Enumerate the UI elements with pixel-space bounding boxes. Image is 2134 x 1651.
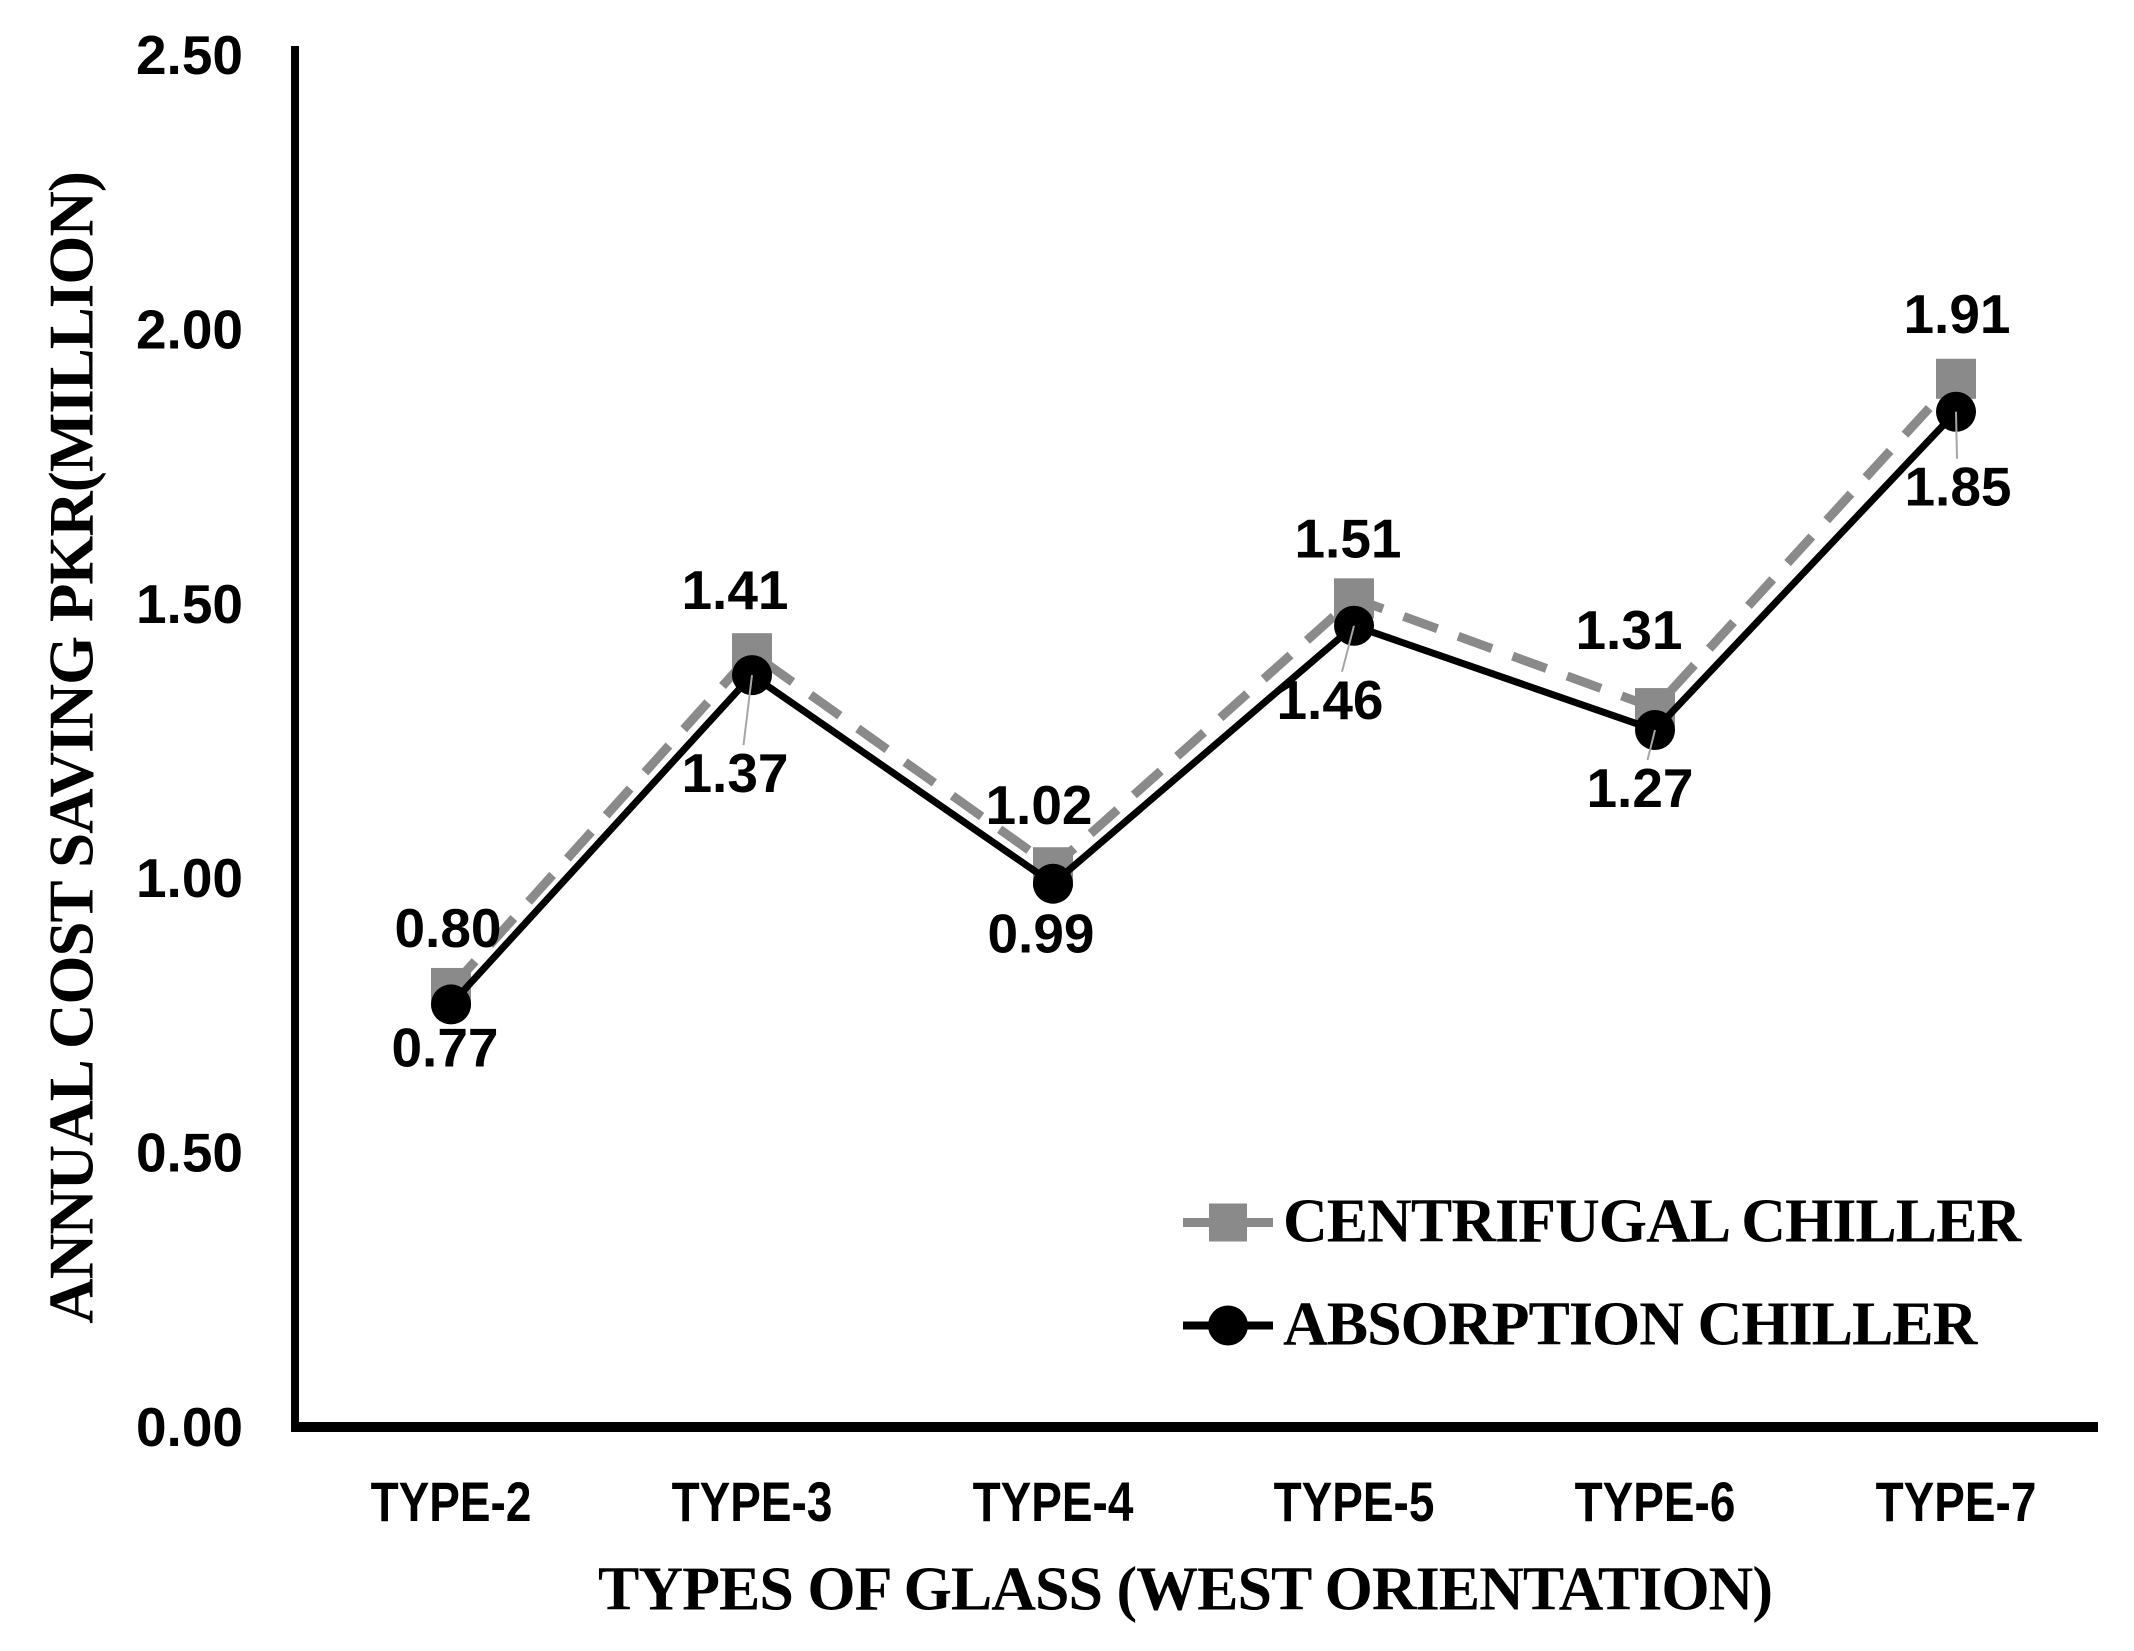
data-point-label: 1.51 — [1294, 507, 1401, 569]
data-point-label: 1.27 — [1586, 757, 1693, 819]
data-point-label: 0.99 — [987, 903, 1094, 965]
data-point-label: 1.37 — [681, 742, 788, 804]
x-tick-label: TYPE-3 — [672, 1471, 833, 1533]
x-tick-label: TYPE-2 — [371, 1471, 532, 1533]
data-point-label: 1.02 — [985, 774, 1092, 836]
label-leader-line — [1955, 411, 1958, 459]
x-tick-label: TYPE-4 — [973, 1471, 1134, 1533]
data-point-label: 0.77 — [391, 1016, 498, 1078]
absorption-point-marker — [431, 984, 471, 1025]
absorption-line — [448, 409, 1959, 1007]
y-tick-label: 1.50 — [136, 573, 243, 635]
data-point-label: 0.80 — [394, 897, 501, 959]
x-axis-title: TYPES OF GLASS (WEST ORIENTATION) — [598, 1555, 1773, 1624]
y-axis-title: ANNUAL COST SAVING PKR(MILLION) — [36, 172, 107, 1324]
data-point-label: 1.91 — [1903, 283, 2010, 345]
data-point-label: 1.85 — [1904, 456, 2011, 518]
centrifugal-line — [447, 375, 1960, 991]
label-leader-line — [1341, 625, 1355, 673]
label-leader-line — [1646, 729, 1656, 761]
legend-label: ABSORPTION CHILLER — [1283, 1290, 1977, 1359]
y-tick-label: 2.50 — [136, 24, 243, 86]
y-tick-label: 0.50 — [136, 1122, 243, 1184]
legend-item-absorption-chiller: ABSORPTION CHILLER — [1183, 1290, 1977, 1361]
absorption-point-marker — [1033, 863, 1073, 904]
square-marker-icon — [1183, 1203, 1273, 1241]
x-tick-label: TYPE-6 — [1575, 1471, 1736, 1533]
data-point-label: 1.31 — [1575, 599, 1682, 661]
y-tick-label: 1.00 — [136, 847, 243, 909]
x-tick-label: TYPE-7 — [1876, 1471, 2037, 1533]
data-point-label: 1.46 — [1276, 669, 1383, 731]
data-point-label: 1.41 — [681, 559, 788, 621]
y-tick-label: 2.00 — [136, 298, 243, 360]
legend-label: CENTRIFUGAL CHILLER — [1283, 1187, 2021, 1256]
x-tick-label: TYPE-5 — [1274, 1471, 1435, 1533]
legend-item-centrifugal-chiller: CENTRIFUGAL CHILLER — [1183, 1187, 2021, 1258]
circle-marker-icon — [1183, 1305, 1273, 1345]
label-leader-line — [742, 675, 753, 746]
y-tick-label: 0.00 — [136, 1396, 243, 1458]
